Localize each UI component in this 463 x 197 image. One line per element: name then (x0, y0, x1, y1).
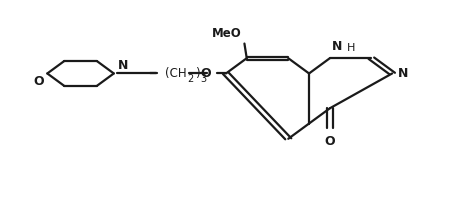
Text: N: N (118, 59, 128, 72)
Text: O: O (33, 75, 44, 88)
Text: O: O (200, 67, 211, 80)
Text: MeO: MeO (213, 27, 242, 40)
Text: ): ) (195, 67, 200, 80)
Text: O: O (325, 135, 335, 148)
Text: (CH: (CH (165, 67, 187, 80)
Text: N: N (398, 67, 408, 80)
Text: N: N (332, 40, 343, 53)
Text: 3: 3 (200, 74, 206, 84)
Text: 2: 2 (187, 74, 194, 84)
Text: H: H (347, 43, 356, 53)
